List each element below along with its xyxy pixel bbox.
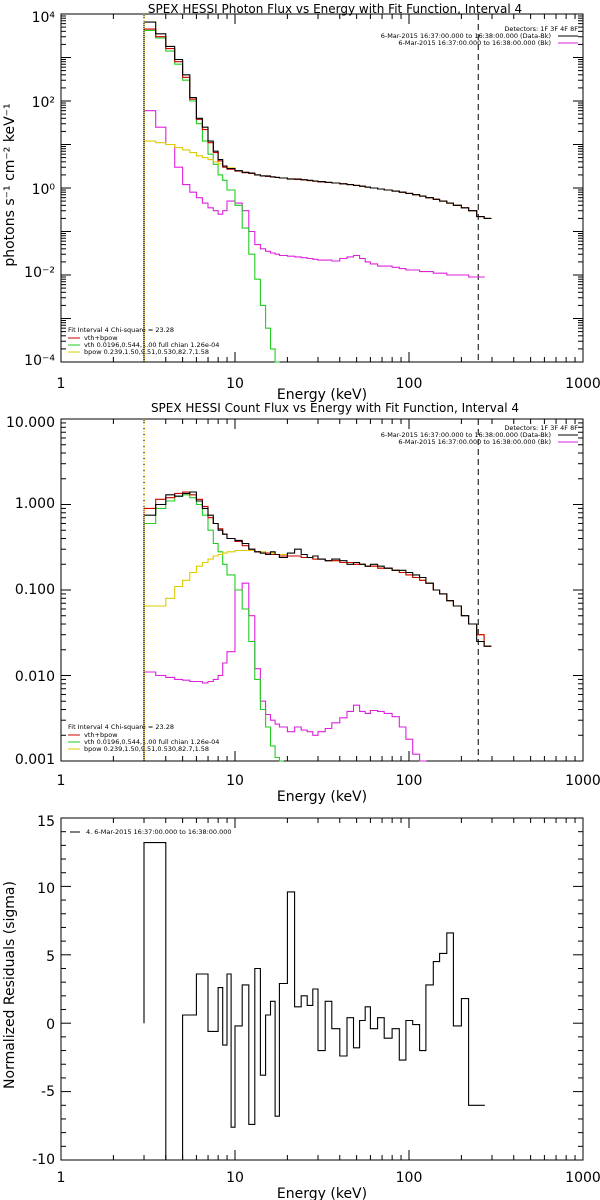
photon-legend-bottom-header: Fit Interval 4 Chi-square = 23.28 bbox=[68, 326, 174, 334]
count-legend-top-entry-0: 6-Mar-2015 16:37:00.000 to 16:38:00.000 … bbox=[381, 431, 551, 439]
photon-flux-panel: SPEX HESSI Photon Flux vs Energy with Fi… bbox=[2, 2, 600, 403]
photon-y-tick-1e4: 10⁴ bbox=[32, 10, 56, 26]
photon-legend-top-entry-1: 6-Mar-2015 16:37:00.000 to 16:38:00.000 … bbox=[398, 39, 551, 47]
count-legend-bottom-entry-0: vth+bpow bbox=[84, 731, 118, 739]
resid-legend-entry: 4. 6-Mar-2015 16:37:00.000 to 16:38:00.0… bbox=[86, 828, 232, 836]
count-flux-panel: SPEX HESSI Count Flux vs Energy with Fit… bbox=[6, 401, 600, 805]
photon-axes-frame bbox=[60, 13, 584, 363]
photon-series-data bbox=[143, 21, 492, 362]
photon-legend-top-entry-0: 6-Mar-2015 16:37:00.000 to 16:38:00.000 … bbox=[381, 32, 551, 40]
photon-legend-top-title: Detectors: 1F 3F 4F 8F bbox=[504, 25, 578, 33]
resid-series-data bbox=[143, 842, 485, 1161]
photon-x-tick-100: 100 bbox=[396, 376, 423, 392]
resid-x-tick-1000: 1000 bbox=[565, 1170, 600, 1186]
photon-y-tick-1e0: 10⁰ bbox=[32, 182, 56, 198]
photon-series-power_law bbox=[143, 140, 492, 362]
photon-x-tick-1: 1 bbox=[57, 376, 66, 392]
resid-y-tick-5: 5 bbox=[46, 949, 55, 965]
count-series-background bbox=[143, 582, 427, 762]
resid-y-tick-m5: -5 bbox=[41, 1084, 55, 1100]
count-panel-title: SPEX HESSI Count Flux vs Energy with Fit… bbox=[151, 401, 519, 415]
resid-y-tick-15: 15 bbox=[37, 814, 55, 830]
count-x-tick-100: 100 bbox=[396, 773, 423, 789]
count-plot-area bbox=[60, 418, 584, 762]
count-series-power_law bbox=[143, 549, 492, 761]
count-axes-frame bbox=[60, 418, 584, 762]
count-y-tick-0: 0.001 bbox=[15, 752, 55, 768]
count-series-data bbox=[143, 491, 492, 761]
resid-x-tick-100: 100 bbox=[396, 1170, 423, 1186]
count-legend-top-entry-1: 6-Mar-2015 16:37:00.000 to 16:38:00.000 … bbox=[398, 438, 551, 446]
photon-plot-area bbox=[60, 13, 584, 363]
resid-y-axis-label: Normalized Residuals (sigma) bbox=[2, 881, 18, 1089]
photon-series-thermal bbox=[143, 29, 280, 363]
count-x-axis-label: Energy (keV) bbox=[277, 789, 367, 805]
resid-plot-area bbox=[60, 817, 584, 1161]
count-legend-bottom-entry-2: bpow 0.239,1.50,9.51,0.530,82.7,1.58 bbox=[84, 745, 209, 753]
resid-x-tick-1: 1 bbox=[57, 1170, 66, 1186]
count-series-total_fit bbox=[143, 491, 492, 761]
count-y-tick-4: 10.000 bbox=[6, 415, 55, 431]
count-y-tick-1: 0.010 bbox=[15, 669, 55, 685]
resid-y-tick-0: 0 bbox=[46, 1017, 55, 1033]
count-x-tick-1000: 1000 bbox=[565, 773, 600, 789]
photon-y-tick-1e2: 10² bbox=[32, 95, 55, 111]
residuals-panel: 1 10 100 1000 -10 -5 0 5 10 15 Energy (k… bbox=[2, 814, 600, 1200]
resid-y-tick-m10: -10 bbox=[32, 1152, 55, 1168]
resid-y-tick-10: 10 bbox=[37, 881, 55, 897]
count-legend-bottom-entry-1: vth 0.0196,0.544,1.00 full chian 1.26e-0… bbox=[84, 738, 219, 746]
count-x-tick-1: 1 bbox=[57, 773, 66, 789]
resid-axes-frame bbox=[60, 817, 584, 1161]
photon-legend-bottom-entry-1: vth 0.0196,0.544,1.00 full chian 1.26e-0… bbox=[84, 341, 219, 349]
photon-legend-bottom-entry-0: vth+bpow bbox=[84, 334, 118, 342]
photon-x-tick-1000: 1000 bbox=[565, 376, 600, 392]
photon-y-tick-1e-2: 10⁻² bbox=[24, 265, 55, 281]
photon-x-tick-10: 10 bbox=[226, 376, 244, 392]
count-y-tick-3: 1.000 bbox=[15, 496, 55, 512]
count-x-tick-10: 10 bbox=[226, 773, 244, 789]
resid-x-tick-10: 10 bbox=[226, 1170, 244, 1186]
count-series-thermal bbox=[143, 494, 284, 762]
count-legend-bottom-header: Fit Interval 4 Chi-square = 23.28 bbox=[68, 723, 174, 731]
photon-panel-title: SPEX HESSI Photon Flux vs Energy with Fi… bbox=[148, 2, 522, 16]
photon-y-tick-1e-4: 10⁻⁴ bbox=[24, 353, 55, 369]
count-legend-top-title: Detectors: 1F 3F 4F 8F bbox=[504, 424, 578, 432]
photon-series-background bbox=[143, 110, 485, 362]
count-y-tick-2: 0.100 bbox=[15, 582, 55, 598]
photon-legend-bottom-entry-2: bpow 0.239,1.50,9.51,0.530,82.7,1.58 bbox=[84, 348, 209, 356]
photon-y-axis-label: photons s⁻¹ cm⁻² keV⁻¹ bbox=[2, 103, 18, 266]
photon-x-axis-label: Energy (keV) bbox=[277, 387, 367, 403]
resid-x-axis-label: Energy (keV) bbox=[277, 1186, 367, 1200]
